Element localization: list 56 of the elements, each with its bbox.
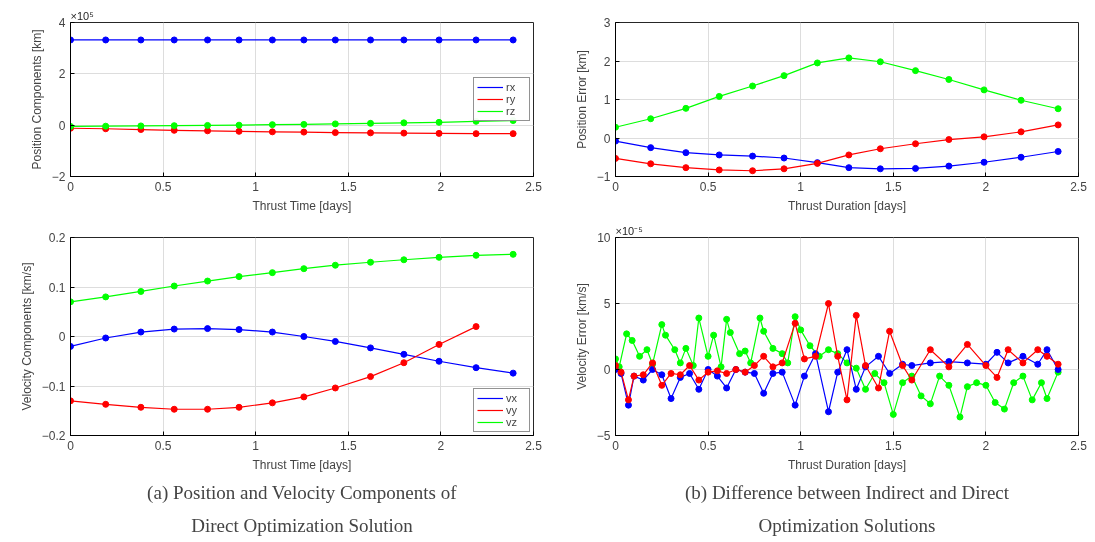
x-tick-label: 1.5 xyxy=(884,438,902,453)
x-axis-title: Thrust Time [days] xyxy=(252,457,352,472)
y-axis-title: Velocity Error [km/s] xyxy=(574,283,589,390)
y-tick-label: 0 xyxy=(603,363,611,377)
y-tick-label: 3 xyxy=(603,16,611,30)
legend-label: rx xyxy=(506,81,517,93)
text: (a) Position and Velocity Components of Direct Optimization Solution xyxy=(147,481,458,536)
y-axis-title: Position Error [km] xyxy=(574,50,589,149)
x-tick-label: 2.5 xyxy=(1070,179,1088,194)
x-tick-label: 2 xyxy=(982,179,990,194)
x-tick-label: 1.5 xyxy=(339,179,357,194)
x-tick-label: 2.5 xyxy=(525,179,543,194)
y-tick-label: −5 xyxy=(596,429,611,443)
x-tick-label: 2 xyxy=(982,438,990,453)
legend-label: ry xyxy=(506,93,517,105)
x-tick-label: 1 xyxy=(797,179,805,194)
y-tick-label: 2 xyxy=(603,54,611,69)
x-tick-label: 2 xyxy=(437,179,445,194)
y-tick-label: −2 xyxy=(51,170,66,184)
y-tick-label: 0 xyxy=(603,131,611,146)
x-tick-label: 1.5 xyxy=(884,179,902,194)
x-tick-label: 1 xyxy=(797,438,805,453)
y-tick-label: 5 xyxy=(603,297,611,311)
x-tick-label: 1.5 xyxy=(339,438,357,453)
x-axis-title: Thrust Time [days] xyxy=(252,198,352,213)
y-tick-label: 0.1 xyxy=(48,280,66,295)
text: ×10⁻⁵ xyxy=(615,224,643,237)
x-tick-label: 2 xyxy=(437,438,445,453)
x-axis-title: Thrust Duration [days] xyxy=(787,198,907,213)
y-axis-title: Velocity Components [km/s] xyxy=(19,262,34,411)
text: ×10⁵ xyxy=(70,9,94,22)
legend-label: vx xyxy=(506,392,518,404)
y-axis-title: Position Components [km] xyxy=(29,29,44,170)
y-tick-label: −0.1 xyxy=(41,379,66,394)
y-tick-label: 2 xyxy=(58,67,66,82)
legend-label: rz xyxy=(506,105,517,117)
y-tick-label: 0 xyxy=(58,330,66,344)
y-tick-label: 4 xyxy=(58,16,66,30)
y-tick-label: 10 xyxy=(597,231,611,245)
y-tick-label: 0 xyxy=(58,118,66,133)
x-tick-label: 1 xyxy=(252,438,260,453)
x-tick-label: 2.5 xyxy=(525,438,543,453)
y-tick-label: 1 xyxy=(603,93,611,107)
y-tick-label: −1 xyxy=(596,170,611,184)
legend-label: vz xyxy=(506,416,518,428)
legend-label: vy xyxy=(506,404,518,416)
x-tick-label: 0.5 xyxy=(154,438,172,453)
x-tick-label: 1 xyxy=(252,179,260,194)
y-tick-label: 0.2 xyxy=(48,231,66,245)
x-tick-label: 0.5 xyxy=(699,438,717,453)
x-tick-label: 2.5 xyxy=(1070,438,1088,453)
text: (b) Difference between Indirect and Direct Optimization Solutions xyxy=(684,481,1010,536)
x-axis-title: Thrust Duration [days] xyxy=(787,457,907,472)
x-tick-label: 0.5 xyxy=(154,179,172,194)
y-tick-label: −0.2 xyxy=(41,429,66,443)
x-tick-label: 0.5 xyxy=(699,179,717,194)
